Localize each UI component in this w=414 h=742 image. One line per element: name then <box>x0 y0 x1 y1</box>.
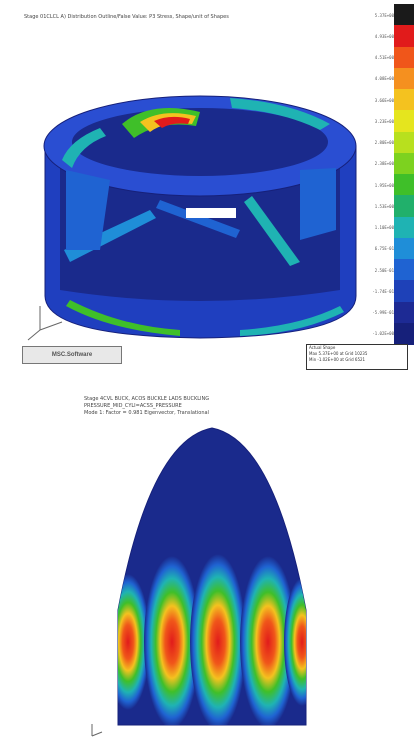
axis-triad-icon <box>91 724 103 737</box>
colorbar-segment <box>394 237 414 260</box>
colorbar-tick-label: 1.95E+00 <box>374 182 394 188</box>
bottom-figure-caption: Stage 4CVL BUCK, ACOS BUCKLE LADS BUCKLI… <box>84 396 210 416</box>
rim-strip-left <box>62 128 106 168</box>
info-line-2: Max 5.37E+00 at Grid 10235 <box>309 351 368 356</box>
dome-model <box>91 427 307 737</box>
colorbar-tick-label: -5.99E-01 <box>372 310 394 316</box>
colorbar-tick-label: 6.75E-01 <box>374 246 394 252</box>
colorbar-segment <box>394 67 414 90</box>
rim-strip-cyan <box>230 98 330 130</box>
logo-text: MSC.Software <box>51 352 93 358</box>
colorbar-segment <box>394 301 414 324</box>
colorbar-segment <box>394 174 414 196</box>
buckling-lobe-1 <box>118 574 150 710</box>
stress-colorbar <box>394 4 414 345</box>
rib-center <box>156 200 240 238</box>
info-line-1: Actual Shape <box>309 345 336 350</box>
buckling-lobe-4 <box>240 556 296 725</box>
colorbar-tick-label: -1.74E-01 <box>372 288 394 294</box>
colorbar-segment <box>394 322 414 345</box>
cylinder-model <box>27 95 357 341</box>
colorbar-tick-label: 3.23E+00 <box>374 118 394 124</box>
colorbar-tick-label: 5.37E+00 <box>374 12 394 18</box>
colorbar-segment <box>394 4 414 26</box>
colorbar-segment <box>394 216 414 239</box>
buckling-lobe-5 <box>284 578 306 706</box>
panel-right <box>300 168 336 240</box>
colorbar-segment <box>394 195 414 218</box>
buckling-mode-figure: Stage 4CVL BUCK, ACOS BUCKLE LADS BUCKLI… <box>0 380 414 742</box>
colorbar-segment <box>394 89 414 111</box>
top-figure-caption: Stage 01CLCL A) Distribution Outline/Fal… <box>24 14 229 20</box>
colorbar-tick-label: -1.02E+00 <box>372 331 394 337</box>
result-info-box: Actual Shape Max 5.37E+00 at Grid 10235 … <box>306 344 408 370</box>
colorbar-tick-label: 3.66E+00 <box>374 97 394 103</box>
colorbar-tick-label: 2.80E+00 <box>374 140 394 146</box>
colorbar-segment <box>394 152 414 175</box>
colorbar-tick-label: 1.53E+00 <box>374 203 394 209</box>
colorbar-tick-label: 4.51E+00 <box>374 55 394 61</box>
hotspot-red <box>154 116 190 128</box>
stress-contour-figure: Stage 01CLCL A) Distribution Outline/Fal… <box>22 4 414 370</box>
colorbar-tick-label: 2.50E-01 <box>374 267 394 273</box>
colorbar-segment <box>394 131 414 154</box>
colorbar-tick-label: 4.08E+00 <box>374 76 394 82</box>
axis-triad-icon <box>27 306 63 341</box>
bottom-edge-green <box>66 300 180 336</box>
colorbar-tick-label: 4.93E+00 <box>374 33 394 39</box>
colorbar-tick-label: 1.10E+00 <box>374 225 394 231</box>
bottom-edge-cyan <box>240 306 344 336</box>
colorbar-tick-label: 2.38E+00 <box>374 161 394 167</box>
window-cutout <box>186 208 236 218</box>
colorbar-segment <box>394 46 414 69</box>
top-opening <box>72 108 328 176</box>
msc-logo: MSC.Software <box>22 346 122 364</box>
rib-right <box>244 196 300 266</box>
buckling-lobe-2 <box>144 556 200 725</box>
colorbar-segment <box>394 259 414 281</box>
colorbar-segment <box>394 280 414 303</box>
colorbar-segment <box>394 110 414 133</box>
panel-left <box>66 170 110 250</box>
buckling-lobe-3 <box>190 554 246 725</box>
info-line-3: Min -1.02E+00 at Grid 6521 <box>309 357 366 362</box>
colorbar-segment <box>394 25 414 48</box>
